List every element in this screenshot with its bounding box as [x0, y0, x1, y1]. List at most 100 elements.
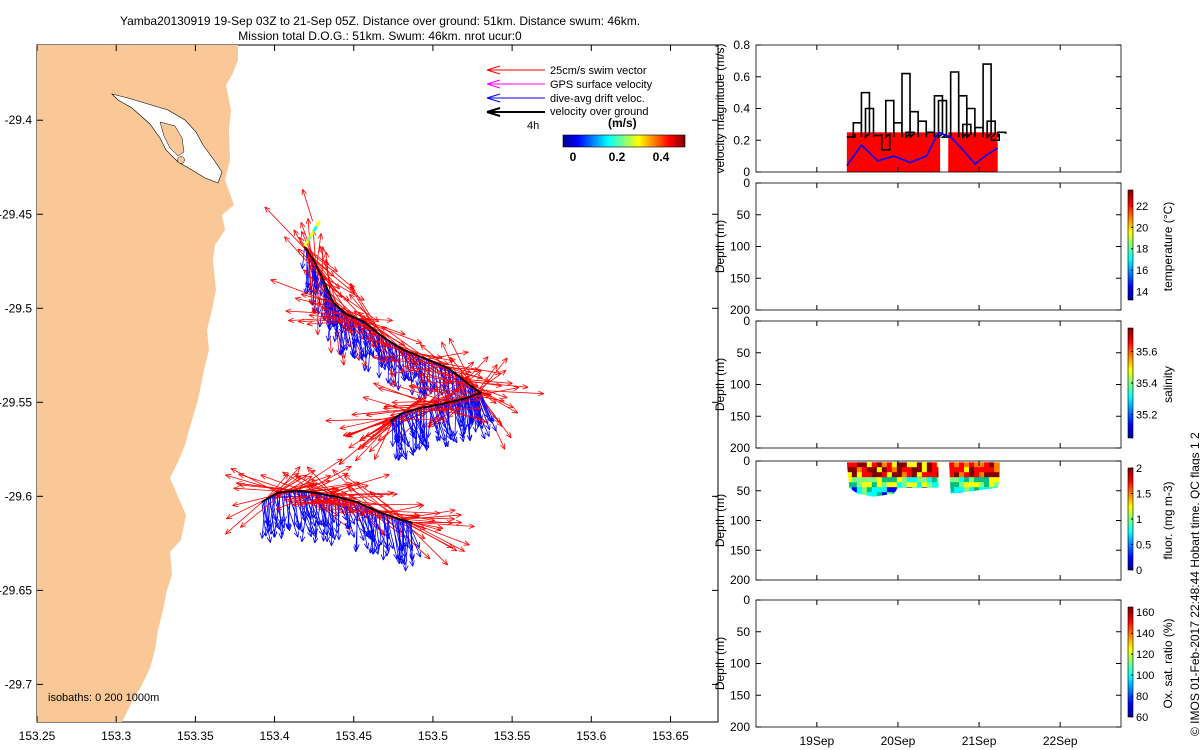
fluor-cell: [901, 482, 908, 488]
legend-ground-head: [486, 107, 501, 117]
fluor-cell: [851, 487, 858, 493]
fluor-cell: [901, 467, 908, 473]
map-x-tick-label: 153.6: [576, 729, 606, 743]
y-tick-label: 0: [743, 176, 750, 190]
y-tick-label: 0: [743, 165, 750, 179]
drift-vector: [380, 335, 388, 367]
fluor-cell: [931, 472, 938, 478]
colorbar-tick-label: 1: [1136, 514, 1142, 526]
fluor-cell: [901, 462, 908, 468]
swim-vector: [293, 458, 343, 492]
fluor-cell: [964, 477, 970, 483]
fluor-cell: [936, 472, 939, 478]
map-y-tick-label: -29.7: [5, 677, 33, 691]
drift-vector: [403, 412, 417, 440]
fluor-cell: [906, 472, 913, 478]
swim-vector: [282, 471, 319, 494]
swim-vector: [316, 233, 324, 267]
fluor-cell: [851, 477, 858, 483]
swim-vector: [311, 309, 369, 327]
swim-vector: [443, 356, 489, 404]
fluor-cell: [974, 477, 980, 483]
date-tick-label: 20Sep: [881, 734, 916, 748]
fluor-cell: [969, 472, 975, 478]
fluor-cell: [896, 487, 903, 493]
fluor-cell: [994, 467, 1000, 473]
colorbar-tick-label: 140: [1136, 628, 1154, 640]
map-panel: 153.25 153.3 153.35 153.4 153.45 153.5 153.55 1…: [0, 44, 719, 743]
drift-vector: [384, 515, 390, 557]
swim-speed-bar: [846, 132, 941, 172]
fluor-cell: [861, 492, 868, 497]
fluor-cell: [906, 477, 913, 483]
gps-surface-segment: [309, 230, 315, 237]
drift-vector: [392, 345, 398, 387]
fluor-cell: [911, 462, 918, 468]
y-tick-label: 0: [743, 454, 750, 468]
fluor-cell: [891, 492, 898, 497]
fluor-cell: [999, 487, 1000, 493]
swim-vector: [332, 469, 375, 511]
swim-vector: [426, 350, 469, 360]
fluor-cell: [974, 472, 980, 478]
fluor-cell: [851, 482, 858, 488]
fluor-cell: [954, 472, 960, 478]
swim-vector: [465, 380, 529, 390]
fluor-cell: [876, 487, 883, 493]
swim-vector: [347, 487, 409, 522]
fluor-cell: [846, 492, 853, 497]
drift-vector: [316, 277, 323, 315]
fluor-cell: [949, 472, 955, 478]
map-x-tick-label: 153.65: [652, 729, 689, 743]
fluor-cell: [916, 477, 923, 483]
date-tick-label: 22Sep: [1043, 734, 1078, 748]
panel-4: 0 50 100 150 200 Depth (m) 0 0.5 1 1.5 2 fluor. (mg…: [713, 454, 1175, 587]
plot-title-line1: Yamba20130919 19-Sep 03Z to 21-Sep 05Z. …: [119, 14, 641, 28]
speed-colorbar: [562, 134, 686, 148]
map-legend: 25cm/s swim vector GPS surface velocity …: [486, 65, 686, 164]
swim-vector: [319, 246, 326, 278]
fluor-cell: [861, 462, 868, 468]
drift-vector: [436, 404, 452, 441]
fluor-cell: [921, 477, 928, 483]
fluor-cell: [979, 487, 985, 493]
drift-vector: [371, 511, 378, 555]
fluor-cell: [866, 487, 873, 493]
fluor-cell: [954, 477, 960, 483]
map-x-tick-label: 153.25: [19, 729, 56, 743]
swim-vector: [469, 385, 520, 398]
fluor-cell: [881, 482, 888, 488]
colorbar-tick-0: 0: [570, 150, 577, 164]
fluor-cell: [871, 462, 878, 468]
y-tick-label: 50: [737, 625, 751, 639]
fluor-cell: [911, 482, 918, 488]
drift-vector: [404, 520, 422, 558]
colorbar-label: temperature (°C): [1161, 202, 1175, 292]
fluor-cell: [921, 492, 928, 497]
fluor-cell: [856, 472, 863, 478]
fluor-cell: [999, 462, 1000, 468]
colorbar-tick-label: 100: [1136, 670, 1154, 682]
fluor-cell: [989, 492, 995, 494]
drift-vector: [385, 515, 391, 548]
fluor-cell: [936, 477, 939, 483]
map-x-ticks: 153.25 153.3 153.35 153.4 153.45 153.5 153.55 1…: [19, 45, 689, 743]
fluor-cell: [861, 472, 868, 478]
fluor-cell: [896, 482, 903, 488]
swim-vector: [449, 356, 479, 392]
panel-frame: [755, 599, 1122, 728]
fluor-cell: [949, 467, 955, 473]
fluor-cell: [906, 482, 913, 488]
gps-surface-segment: [315, 220, 321, 227]
map-x-tick-label: 153.55: [494, 729, 531, 743]
fluor-cell: [846, 487, 853, 493]
fluor-cell: [901, 477, 908, 483]
fluor-cell: [931, 482, 938, 488]
colorbar-tick-label: 20: [1136, 222, 1148, 234]
swim-vector: [401, 519, 449, 566]
y-tick-label: 150: [730, 543, 750, 557]
fluor-cell: [916, 467, 923, 473]
fluor-cell: [954, 482, 960, 488]
fluor-cell: [994, 482, 1000, 488]
swim-vector: [285, 475, 313, 493]
